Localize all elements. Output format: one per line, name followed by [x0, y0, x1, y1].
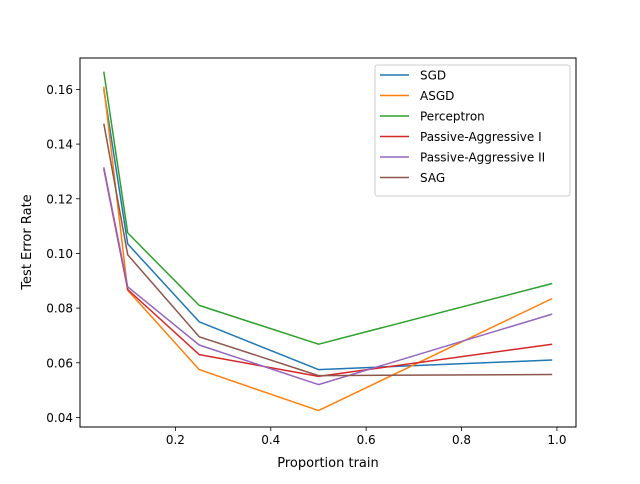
y-tick-label: 0.04: [46, 411, 73, 425]
y-tick-label: 0.08: [46, 302, 73, 316]
axes-frame: [79, 57, 577, 428]
x-tick-label: 0.8: [452, 433, 471, 447]
y-tick-label: 0.16: [46, 83, 73, 97]
y-axis-label: Test Error Rate: [20, 194, 35, 290]
plot-lines: [103, 71, 553, 412]
series-line-passive-aggressive-i: [103, 168, 553, 378]
legend-label: Perceptron: [420, 110, 485, 124]
y-tick-label: 0.06: [46, 356, 73, 370]
legend-label: ASGD: [420, 89, 454, 103]
series-line-asgd: [103, 86, 553, 412]
legend-label: Passive-Aggressive I: [420, 130, 542, 144]
series-line-sag: [103, 123, 553, 377]
legend: SGD ASGD Perceptron Passive-Aggressive I Pas…: [374, 64, 571, 197]
x-tick-label: 0.4: [261, 433, 280, 447]
y-tick-label: 0.14: [46, 138, 73, 152]
y-tick-label: 0.12: [46, 192, 73, 206]
x-tick-label: 0.6: [357, 433, 376, 447]
legend-frame: [374, 64, 571, 197]
legend-label: Passive-Aggressive II: [420, 151, 545, 165]
x-tick-label: 0.2: [166, 433, 185, 447]
series-line-perceptron: [103, 71, 553, 345]
y-tick-label: 0.10: [46, 247, 73, 261]
y-axis-ticks: 0.04 0.06 0.08 0.10 0.12 0.14 0.16: [46, 83, 80, 425]
x-axis-label: Proportion train: [277, 456, 378, 471]
series-line-passive-aggressive-ii: [103, 167, 553, 386]
x-tick-label: 1.0: [547, 433, 566, 447]
x-axis-ticks: 0.2 0.4 0.6 0.8 1.0: [166, 427, 566, 447]
legend-label: SGD: [420, 69, 446, 83]
legend-label: SAG: [420, 171, 445, 185]
